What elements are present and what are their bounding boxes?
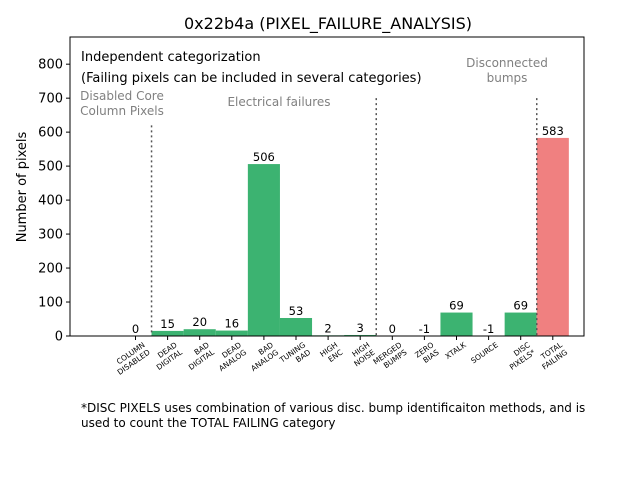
bar-value-label: 3: [357, 321, 364, 335]
x-tick-label: BADDIGITAL: [182, 340, 217, 372]
group-label-disconnected: Disconnected bumps: [466, 56, 548, 85]
bar: [536, 137, 569, 336]
bar: [215, 330, 248, 336]
y-axis-label: Number of pixels: [15, 131, 30, 242]
bar-value-label: 53: [289, 304, 304, 318]
bar-value-label: 583: [542, 124, 564, 138]
bar-value-label: 20: [192, 315, 207, 329]
plot-frame: [69, 36, 585, 337]
bar: [247, 164, 280, 336]
footnote: *DISC PIXELS uses combination of various…: [81, 401, 626, 431]
y-axis: 0 100 200 300 400 500 600 700 800: [38, 58, 70, 345]
y-tick-label: 500: [38, 160, 63, 175]
x-tick-label: HIGHNOISE: [347, 340, 377, 368]
bar: [151, 330, 184, 336]
bar-value-label: 2: [324, 321, 331, 335]
bar: [344, 334, 377, 336]
bar-value-label: 16: [224, 317, 239, 331]
chart-title: 0x22b4a (PIXEL_FAILURE_ANALYSIS): [184, 14, 472, 34]
y-tick-label: 0: [55, 330, 63, 345]
x-tick-label: XTALK: [443, 340, 468, 361]
bar-value-label: 506: [253, 150, 275, 164]
y-tick-label: 700: [38, 92, 63, 107]
bar-value-label: 69: [449, 299, 464, 313]
bar: [183, 329, 216, 336]
group-label-electrical: Electrical failures: [227, 95, 330, 109]
bar-value-label: 69: [513, 299, 528, 313]
x-tick-label: HIGHENC: [318, 340, 344, 366]
x-tick-label: MERGEDBUMPS: [371, 340, 408, 374]
x-tick-label: TUNINGBAD: [277, 340, 312, 372]
x-tick-label: DEADANALOG: [212, 340, 248, 373]
plot-area: 0COLUMNDISABLED15DEADDIGITAL20BADDIGITAL…: [110, 98, 570, 377]
pixel-failure-chart: 0x22b4a (PIXEL_FAILURE_ANALYSIS) 0 COLUMN…: [15, 14, 585, 377]
footnote-line2: used to count the TOTAL FAILING category: [81, 416, 336, 430]
group-annotations: Independent categorization (Failing pixe…: [80, 50, 548, 118]
x-tick-label: SOURCE: [469, 340, 500, 365]
group-label-disabled: Disabled Core Column Pixels: [80, 89, 164, 118]
x-tick-label: TOTALFAILING: [535, 340, 570, 372]
bar-value-label: 15: [160, 317, 175, 331]
x-tick-label: COLUMNDISABLED: [110, 340, 152, 377]
x-tick-label: DISCPIXELS*: [503, 340, 538, 372]
y-tick-label: 600: [38, 126, 63, 141]
y-tick-label: 200: [38, 262, 63, 277]
bar-value-label: 0: [132, 322, 139, 336]
y-tick-label: 300: [38, 228, 63, 243]
y-tick-label: 800: [38, 58, 63, 73]
x-tick-label: ZEROBIAS: [413, 340, 441, 367]
bar-value-label: -1: [483, 322, 494, 336]
bar: [440, 312, 473, 336]
bar: [279, 317, 313, 336]
bar-value-label: -1: [419, 322, 430, 336]
bar: [504, 312, 537, 336]
bar-value-label: 0: [389, 322, 396, 336]
y-tick-label: 400: [38, 194, 63, 209]
header-annotation-line2: (Failing pixels can be included in sever…: [81, 71, 422, 86]
x-tick-label: BADANALOG: [244, 340, 280, 373]
x-tick-label: DEADDIGITAL: [150, 340, 185, 372]
y-tick-label: 100: [38, 296, 63, 311]
header-annotation-line1: Independent categorization: [81, 50, 261, 65]
footnote-line1: *DISC PIXELS uses combination of various…: [81, 401, 586, 415]
